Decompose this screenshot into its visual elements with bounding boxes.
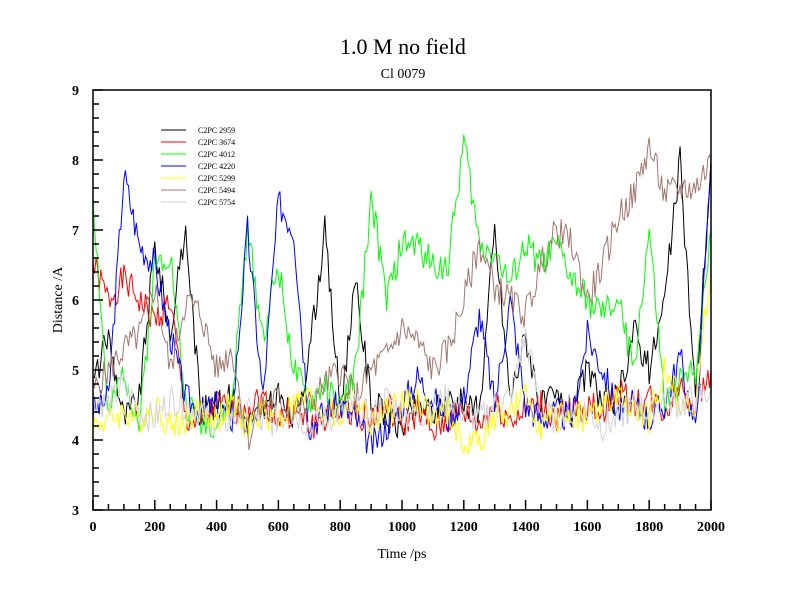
axis-ticks: 0 200 400 600 800 1000 1200 1400 1600 1800 2000 3 4 5… (72, 84, 725, 535)
x-tick-label: 400 (206, 520, 227, 535)
y-tick-label: 8 (72, 154, 79, 169)
y-tick-label: 4 (72, 434, 79, 449)
y-tick-label: 9 (72, 84, 79, 99)
legend-label: C2PC 4220 (198, 162, 235, 171)
series-line-c2pc-5754 (92, 328, 712, 443)
y-tick-label: 3 (72, 504, 79, 519)
x-tick-label: 800 (330, 520, 351, 535)
x-tick-label: 1400 (512, 520, 540, 535)
legend-label: C2PC 3674 (198, 138, 235, 147)
chart-title: 1.0 M no field (340, 34, 466, 59)
legend-label: C2PC 5754 (198, 198, 235, 207)
series-layer (92, 134, 712, 455)
legend-label: C2PC 5494 (198, 186, 235, 195)
x-tick-label: 1000 (388, 520, 416, 535)
y-tick-label: 5 (72, 364, 79, 379)
series-line-c2pc-4220 (92, 159, 712, 455)
series-line-c2pc-5299 (92, 264, 712, 455)
x-tick-label: 600 (268, 520, 289, 535)
legend-label: C2PC 2959 (198, 126, 235, 135)
y-tick-label: 7 (72, 224, 79, 239)
series-line-c2pc-3674 (92, 257, 712, 442)
legend: C2PC 2959 C2PC 3674 C2PC 4012 C2PC 4220 C2PC… (161, 126, 235, 207)
series-line-c2pc-5494 (92, 137, 712, 451)
x-tick-label: 0 (90, 520, 97, 535)
x-axis-label: Time /ps (378, 547, 427, 562)
x-tick-label: 1600 (573, 520, 601, 535)
x-tick-label: 1200 (450, 520, 478, 535)
legend-label: C2PC 4012 (198, 150, 235, 159)
chart-subtitle: Cl 0079 (381, 67, 426, 82)
legend-label: C2PC 5299 (198, 174, 235, 183)
plot-frame (92, 89, 712, 511)
x-tick-label: 1800 (635, 520, 663, 535)
x-tick-label: 2000 (697, 520, 725, 535)
y-tick-label: 6 (72, 294, 79, 309)
y-axis-label: Distance /A (51, 266, 66, 333)
x-tick-label: 200 (144, 520, 165, 535)
